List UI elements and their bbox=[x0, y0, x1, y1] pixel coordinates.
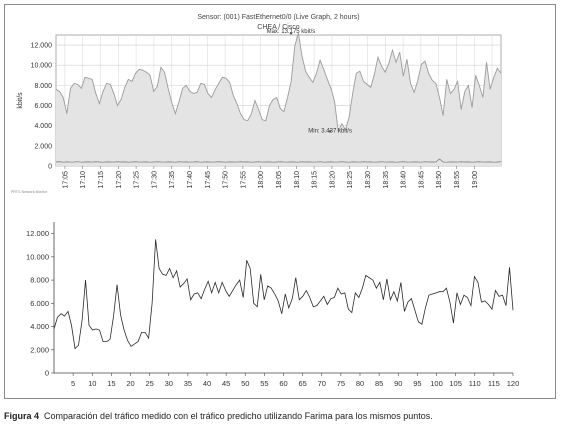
bottom-ytick-label: 0 bbox=[45, 369, 49, 378]
bottom-xtick-label: 115 bbox=[488, 379, 500, 388]
top-ytick-label: 4.000 bbox=[34, 123, 52, 130]
bottom-ytick-label: 2.000 bbox=[30, 345, 49, 354]
top-ytick-label: 12.000 bbox=[31, 43, 53, 50]
top-ytick-label: 6.000 bbox=[34, 103, 52, 110]
bottom-series-line bbox=[53, 239, 514, 350]
top-xtick-label: 18:00 bbox=[258, 171, 265, 189]
top-ytick-label: 10.000 bbox=[31, 63, 53, 70]
top-xtick-label: 18:35 bbox=[383, 171, 390, 189]
top-ytick-label: 2.000 bbox=[34, 143, 52, 150]
bottom-xtick-label: 80 bbox=[356, 379, 364, 388]
bottom-xtick-label: 75 bbox=[337, 379, 345, 388]
top-xtick-label: 17:15 bbox=[98, 171, 105, 189]
bottom-xtick-label: 120 bbox=[507, 379, 520, 388]
top-xtick-label: 17:50 bbox=[223, 171, 230, 189]
figure-frame bbox=[4, 4, 556, 399]
top-xtick-label: 17:55 bbox=[240, 171, 247, 189]
top-xtick-label: 18:45 bbox=[418, 171, 425, 189]
top-xtick-label: 18:20 bbox=[329, 171, 336, 189]
bottom-xtick-label: 20 bbox=[126, 379, 134, 388]
top-xtick-label: 18:25 bbox=[347, 171, 354, 189]
bottom-xtick-label: 25 bbox=[145, 379, 153, 388]
top-xtick-label: 17:05 bbox=[62, 171, 69, 189]
bottom-xtick-label: 35 bbox=[184, 379, 192, 388]
top-ytick-label: 8.000 bbox=[34, 83, 52, 90]
figure-caption: Figura 4 Comparación del tráfico medido … bbox=[4, 411, 433, 421]
top-xtick-label: 18:05 bbox=[276, 171, 283, 189]
top-xtick-label: 18:30 bbox=[365, 171, 372, 189]
bottom-ytick-label: 4.000 bbox=[30, 322, 49, 331]
bottom-xtick-label: 85 bbox=[375, 379, 383, 388]
bottom-ytick-label: 10.000 bbox=[26, 252, 49, 261]
top-area-line bbox=[55, 33, 502, 133]
watermark-text: PRTG Network Monitor bbox=[11, 190, 48, 194]
bottom-xtick-label: 15 bbox=[107, 379, 115, 388]
bottom-xtick-label: 10 bbox=[88, 379, 96, 388]
bottom-xtick-label: 30 bbox=[165, 379, 173, 388]
top-xtick-label: 17:30 bbox=[151, 171, 158, 189]
bottom-xtick-label: 55 bbox=[260, 379, 268, 388]
bottom-xtick-label: 45 bbox=[222, 379, 230, 388]
top-min-marker bbox=[328, 130, 332, 133]
top-max-marker bbox=[289, 32, 293, 35]
bottom-xtick-label: 110 bbox=[469, 379, 481, 388]
bottom-ytick-label: 8.000 bbox=[30, 276, 49, 285]
bottom-xtick-label: 90 bbox=[394, 379, 402, 388]
top-xtick-label: 18:15 bbox=[312, 171, 319, 189]
top-chart-title: Sensor: (001) FastEthernet0/0 (Live Grap… bbox=[197, 14, 360, 21]
top-area-fill bbox=[56, 33, 501, 166]
bottom-xtick-label: 5 bbox=[71, 379, 75, 388]
top-xtick-label: 19:00 bbox=[472, 171, 479, 189]
top-xtick-label: 17:10 bbox=[80, 171, 87, 189]
top-chart-title-block: Sensor: (001) FastEthernet0/0 (Live Grap… bbox=[56, 13, 501, 33]
top-xtick-label: 17:45 bbox=[205, 171, 212, 189]
bottom-ytick-label: 6.000 bbox=[30, 299, 49, 308]
top-xtick-label: 18:50 bbox=[436, 171, 443, 189]
top-xtick-label: 18:55 bbox=[454, 171, 461, 189]
top-xtick-label: 17:20 bbox=[116, 171, 123, 189]
caption-text: Comparación del tráfico medido con el tr… bbox=[44, 411, 433, 421]
top-ylabel: kbit/s bbox=[17, 92, 24, 109]
bottom-xtick-label: 50 bbox=[241, 379, 249, 388]
top-chart-subtitle: CHEA / Cisco bbox=[257, 24, 300, 31]
bottom-xtick-label: 100 bbox=[430, 379, 443, 388]
bottom-xtick-label: 40 bbox=[203, 379, 211, 388]
top-xtick-label: 17:35 bbox=[169, 171, 176, 189]
top-xtick-label: 17:40 bbox=[187, 171, 194, 189]
top-xtick-label: 18:10 bbox=[294, 171, 301, 189]
caption-label: Figura 4 bbox=[4, 411, 40, 421]
bottom-xtick-label: 105 bbox=[449, 379, 462, 388]
top-xtick-label: 18:40 bbox=[401, 171, 408, 189]
bottom-xtick-label: 95 bbox=[413, 379, 421, 388]
bottom-xtick-label: 70 bbox=[318, 379, 326, 388]
top-xtick-label: 17:25 bbox=[134, 171, 141, 189]
bottom-xtick-label: 65 bbox=[298, 379, 306, 388]
bottom-ytick-label: 12.000 bbox=[26, 229, 49, 238]
top-baseline-line bbox=[55, 158, 502, 163]
top-ytick-label: 0 bbox=[48, 164, 52, 171]
bottom-xtick-label: 60 bbox=[279, 379, 287, 388]
